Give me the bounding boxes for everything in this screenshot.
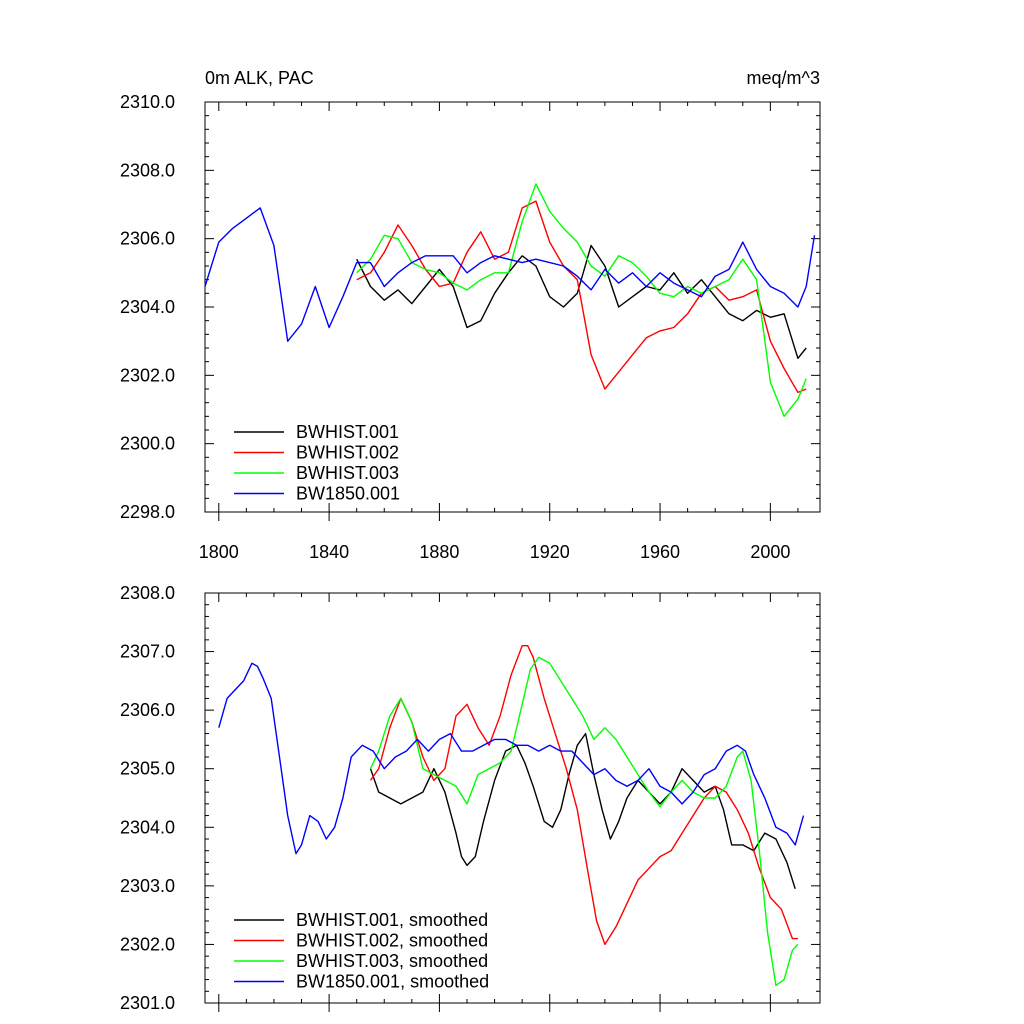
y-tick-label: 2298.0	[120, 502, 175, 522]
y-tick-label: 2307.0	[120, 642, 175, 662]
x-tick-label: 1880	[419, 542, 459, 562]
y-tick-label: 2306.0	[120, 229, 175, 249]
plot-frame	[204, 592, 821, 1004]
chart-title: 0m ALK, PAC	[205, 68, 314, 88]
legend-label: BWHIST.003, smoothed	[296, 951, 488, 971]
top-panel: 1800 1840 1880 1920 1960 2000 2298.0 2300.0 2302…	[120, 92, 821, 562]
series-line	[356, 183, 807, 417]
x-tick-label: 1960	[640, 542, 680, 562]
y-tick-label: 2301.0	[120, 993, 175, 1013]
legend-label: BW1850.001, smoothed	[296, 972, 489, 992]
x-tick-label: 1920	[530, 542, 570, 562]
chart-units: meq/m^3	[747, 68, 820, 88]
legend-label: BWHIST.002, smoothed	[296, 931, 488, 951]
bottom-panel: 2301.0 2302.0 2303.0 2304.0 2305.0 2306.0 2307…	[120, 583, 821, 1013]
y-tick-label: 2305.0	[120, 759, 175, 779]
legend-label: BWHIST.001, smoothed	[296, 910, 488, 930]
y-tick-label: 2300.0	[120, 434, 175, 454]
y-tick-label: 2304.0	[120, 817, 175, 837]
y-tick-label: 2302.0	[120, 934, 175, 954]
y-tick-label: 2302.0	[120, 365, 175, 385]
x-tick-label: 1800	[199, 542, 239, 562]
series-line	[369, 732, 796, 890]
legend-label: BWHIST.001	[296, 422, 399, 442]
x-tick-label: 1840	[309, 542, 349, 562]
series-line	[204, 207, 816, 342]
legend-label: BWHIST.003	[296, 463, 399, 483]
legend-label: BWHIST.002	[296, 443, 399, 463]
y-tick-label: 2308.0	[120, 160, 175, 180]
x-tick-label: 2000	[750, 542, 790, 562]
legend-label: BW1850.001	[296, 484, 400, 504]
y-tick-label: 2310.0	[120, 92, 175, 112]
y-tick-label: 2303.0	[120, 876, 175, 896]
series-line	[218, 662, 805, 855]
series-line	[369, 645, 798, 946]
y-tick-label: 2304.0	[120, 297, 175, 317]
series-line	[356, 200, 807, 394]
y-tick-label: 2308.0	[120, 583, 175, 603]
series-line	[369, 656, 799, 987]
y-tick-label: 2306.0	[120, 700, 175, 720]
